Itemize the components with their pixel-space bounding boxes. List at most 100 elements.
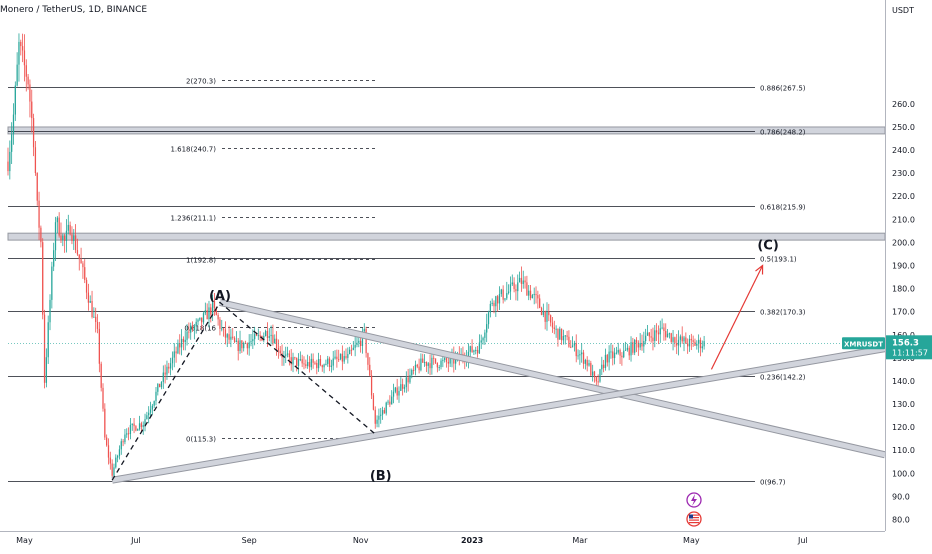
candle[interactable] (692, 335, 694, 347)
candle[interactable] (96, 314, 99, 334)
candle[interactable] (579, 350, 581, 365)
candle[interactable] (509, 276, 512, 300)
candle[interactable] (524, 276, 526, 289)
candle[interactable] (528, 285, 530, 301)
candle[interactable] (277, 339, 280, 359)
candle[interactable] (169, 357, 172, 376)
candle[interactable] (411, 368, 413, 379)
candle[interactable] (263, 332, 265, 343)
candle[interactable] (511, 274, 513, 286)
candle[interactable] (27, 74, 29, 90)
candle[interactable] (42, 238, 44, 320)
candle[interactable] (440, 358, 442, 370)
candle[interactable] (475, 346, 477, 355)
candle[interactable] (45, 348, 48, 388)
candle[interactable] (305, 359, 307, 369)
candle[interactable] (213, 293, 216, 316)
candle[interactable] (221, 319, 223, 332)
candle[interactable] (11, 122, 13, 164)
candle[interactable] (535, 286, 537, 304)
candle[interactable] (495, 295, 497, 317)
candle[interactable] (177, 339, 179, 355)
candle[interactable] (679, 334, 682, 348)
candle[interactable] (296, 357, 298, 372)
candle[interactable] (626, 343, 629, 352)
candle[interactable] (166, 360, 168, 380)
candle[interactable] (599, 368, 601, 383)
candle[interactable] (602, 359, 605, 373)
candle[interactable] (498, 286, 501, 311)
candle[interactable] (573, 340, 576, 352)
candle[interactable] (104, 403, 106, 441)
candle[interactable] (210, 303, 212, 323)
candle[interactable] (471, 339, 473, 353)
candle[interactable] (257, 328, 259, 340)
candle[interactable] (522, 270, 524, 289)
candle[interactable] (652, 327, 654, 351)
candle[interactable] (425, 361, 428, 372)
candle[interactable] (74, 224, 77, 254)
candle[interactable] (54, 216, 57, 262)
candle[interactable] (85, 277, 88, 300)
candle[interactable] (239, 330, 241, 354)
candle[interactable] (694, 338, 696, 347)
candle[interactable] (650, 328, 652, 343)
candle[interactable] (347, 347, 349, 364)
candle[interactable] (288, 350, 291, 366)
candle[interactable] (548, 303, 550, 322)
candle[interactable] (703, 335, 705, 350)
candle[interactable] (16, 52, 18, 87)
candle[interactable] (43, 309, 46, 389)
candle[interactable] (58, 212, 60, 238)
candle[interactable] (182, 336, 185, 351)
candle[interactable] (56, 216, 58, 234)
candle[interactable] (389, 395, 391, 408)
candle[interactable] (367, 352, 369, 371)
candle[interactable] (612, 344, 614, 366)
candle[interactable] (648, 332, 650, 342)
candle[interactable] (9, 140, 11, 180)
candle[interactable] (665, 323, 667, 341)
candle[interactable] (350, 344, 353, 356)
candle[interactable] (230, 328, 232, 348)
candle[interactable] (53, 242, 55, 272)
candle[interactable] (646, 325, 649, 336)
candle[interactable] (87, 283, 90, 311)
candle[interactable] (84, 259, 86, 284)
candle[interactable] (447, 356, 449, 372)
candle[interactable] (219, 317, 221, 336)
candle[interactable] (582, 349, 585, 369)
candle[interactable] (676, 333, 678, 355)
candle[interactable] (537, 290, 539, 309)
candle[interactable] (40, 225, 42, 248)
candle[interactable] (659, 320, 661, 343)
candle[interactable] (560, 328, 563, 345)
candle[interactable] (635, 337, 638, 353)
candle[interactable] (184, 330, 186, 351)
candle[interactable] (29, 79, 31, 118)
candle[interactable] (487, 310, 490, 329)
candle[interactable] (400, 377, 402, 392)
candle[interactable] (597, 374, 599, 388)
candle[interactable] (365, 326, 367, 358)
candle[interactable] (617, 342, 619, 355)
candle[interactable] (645, 328, 647, 345)
candle[interactable] (655, 323, 658, 342)
candle[interactable] (137, 428, 139, 431)
candle[interactable] (422, 353, 424, 363)
candle[interactable] (352, 341, 354, 351)
candle[interactable] (416, 363, 418, 369)
candle[interactable] (606, 353, 608, 367)
candle[interactable] (307, 354, 309, 369)
candle[interactable] (124, 429, 126, 445)
candle[interactable] (687, 338, 689, 354)
candle[interactable] (202, 311, 205, 325)
candle[interactable] (272, 324, 274, 346)
candle[interactable] (325, 359, 327, 366)
candle[interactable] (131, 423, 133, 431)
candle[interactable] (180, 329, 183, 356)
candle[interactable] (73, 229, 75, 250)
candle[interactable] (7, 147, 9, 176)
